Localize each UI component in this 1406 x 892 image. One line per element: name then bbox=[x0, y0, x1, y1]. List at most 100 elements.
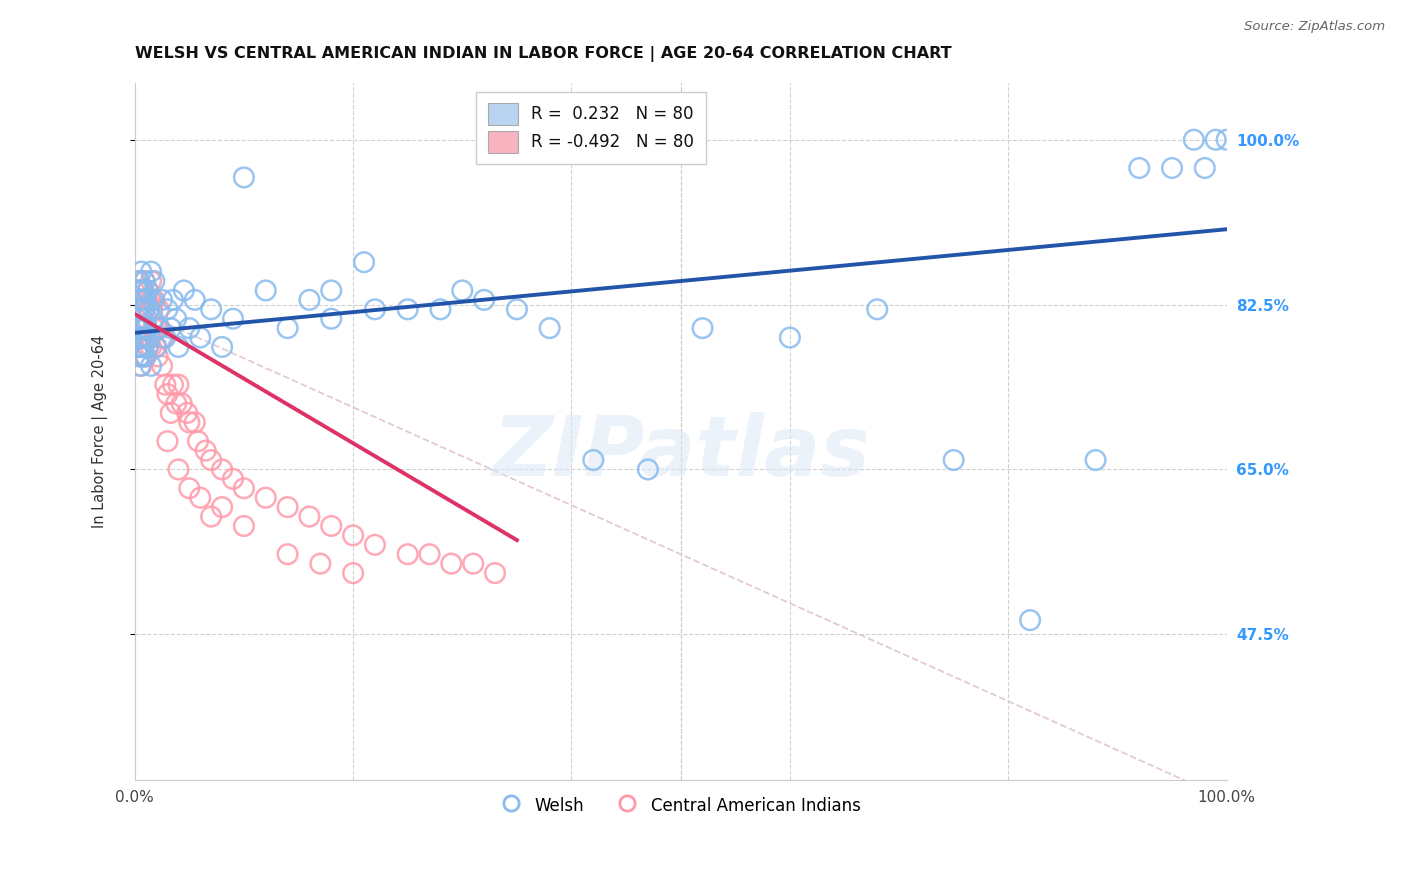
Point bbox=[156, 434, 179, 449]
Point bbox=[127, 284, 149, 298]
Point bbox=[131, 284, 153, 298]
Point bbox=[128, 293, 150, 307]
Point bbox=[165, 396, 187, 410]
Point bbox=[1161, 161, 1184, 175]
Point bbox=[321, 519, 343, 533]
Point bbox=[200, 509, 222, 524]
Point bbox=[232, 170, 254, 185]
Point bbox=[138, 302, 160, 317]
Point bbox=[138, 302, 160, 317]
Point bbox=[143, 274, 166, 288]
Point bbox=[129, 284, 152, 298]
Point bbox=[150, 293, 173, 307]
Point bbox=[309, 557, 332, 571]
Point bbox=[127, 340, 149, 354]
Point bbox=[159, 321, 181, 335]
Point bbox=[170, 396, 193, 410]
Point bbox=[135, 311, 157, 326]
Point bbox=[232, 519, 254, 533]
Point bbox=[277, 500, 299, 515]
Point bbox=[451, 284, 474, 298]
Point bbox=[298, 293, 321, 307]
Point bbox=[1128, 161, 1150, 175]
Point bbox=[129, 359, 152, 373]
Point bbox=[159, 406, 181, 420]
Point bbox=[277, 321, 299, 335]
Point bbox=[145, 340, 167, 354]
Point bbox=[139, 359, 162, 373]
Point bbox=[364, 538, 387, 552]
Point bbox=[254, 491, 277, 505]
Point bbox=[150, 359, 173, 373]
Point bbox=[419, 547, 441, 561]
Point bbox=[1182, 133, 1205, 147]
Point bbox=[184, 415, 207, 429]
Point bbox=[129, 302, 152, 317]
Point bbox=[162, 293, 184, 307]
Point bbox=[211, 340, 233, 354]
Point bbox=[125, 321, 148, 335]
Point bbox=[134, 274, 156, 288]
Point bbox=[156, 302, 179, 317]
Point bbox=[141, 293, 163, 307]
Point bbox=[484, 566, 506, 580]
Point bbox=[155, 330, 177, 344]
Point bbox=[135, 321, 157, 335]
Point bbox=[429, 302, 451, 317]
Point bbox=[222, 472, 245, 486]
Point bbox=[637, 462, 659, 476]
Point bbox=[129, 293, 152, 307]
Point bbox=[132, 350, 155, 364]
Point bbox=[136, 284, 159, 298]
Point bbox=[342, 528, 364, 542]
Point bbox=[866, 302, 889, 317]
Point bbox=[131, 330, 153, 344]
Point bbox=[145, 321, 167, 335]
Point bbox=[211, 500, 233, 515]
Point bbox=[321, 284, 343, 298]
Point bbox=[131, 340, 153, 354]
Point bbox=[156, 387, 179, 401]
Point bbox=[135, 321, 157, 335]
Point bbox=[135, 350, 157, 364]
Point bbox=[136, 340, 159, 354]
Text: Source: ZipAtlas.com: Source: ZipAtlas.com bbox=[1244, 20, 1385, 33]
Point bbox=[1084, 453, 1107, 467]
Point bbox=[129, 350, 152, 364]
Point bbox=[211, 462, 233, 476]
Point bbox=[131, 311, 153, 326]
Point bbox=[148, 321, 170, 335]
Point bbox=[538, 321, 561, 335]
Point bbox=[152, 330, 174, 344]
Point bbox=[440, 557, 463, 571]
Point bbox=[129, 265, 152, 279]
Point bbox=[129, 293, 152, 307]
Point bbox=[131, 350, 153, 364]
Point bbox=[200, 453, 222, 467]
Point bbox=[353, 255, 375, 269]
Point bbox=[139, 330, 162, 344]
Point bbox=[135, 330, 157, 344]
Point bbox=[162, 377, 184, 392]
Point bbox=[179, 321, 201, 335]
Point bbox=[1215, 133, 1237, 147]
Point bbox=[132, 321, 155, 335]
Point bbox=[779, 330, 801, 344]
Point bbox=[582, 453, 605, 467]
Point bbox=[179, 481, 201, 495]
Legend: Welsh, Central American Indians: Welsh, Central American Indians bbox=[492, 788, 869, 824]
Point bbox=[364, 302, 387, 317]
Point bbox=[194, 443, 217, 458]
Point bbox=[167, 377, 190, 392]
Point bbox=[1194, 161, 1216, 175]
Point bbox=[145, 340, 167, 354]
Point bbox=[396, 547, 419, 561]
Point bbox=[139, 340, 162, 354]
Point bbox=[165, 311, 187, 326]
Point bbox=[342, 566, 364, 580]
Point bbox=[129, 330, 152, 344]
Point bbox=[472, 293, 495, 307]
Point bbox=[136, 340, 159, 354]
Point bbox=[129, 340, 152, 354]
Point bbox=[134, 302, 156, 317]
